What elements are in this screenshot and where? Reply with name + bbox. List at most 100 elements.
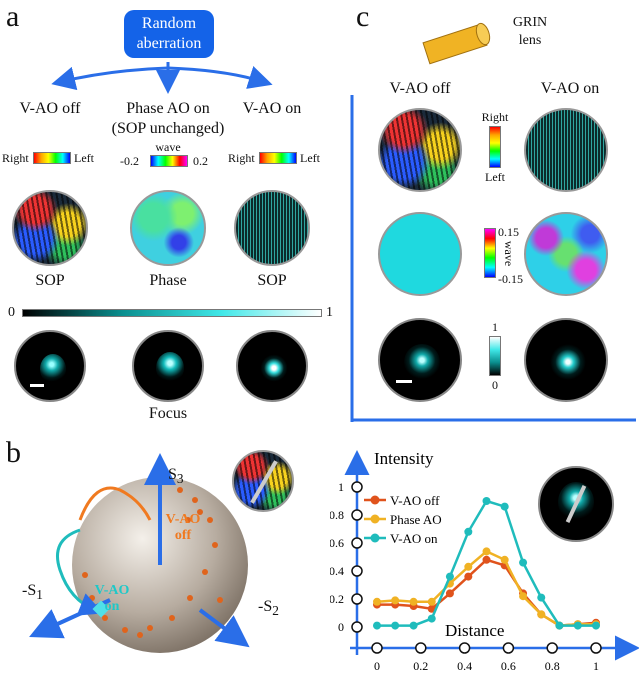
x-tick-label: 0.6: [501, 659, 516, 673]
intensity-colorbar: [22, 309, 322, 317]
data-point: [445, 589, 454, 598]
c-phase-colorbar-max: 0.15: [498, 225, 519, 239]
s1-sub: 1: [36, 587, 43, 603]
x-tick-mark: [458, 642, 471, 654]
data-point: [464, 562, 473, 571]
grin-lens-line-1: GRIN: [512, 15, 548, 30]
intensity-colorbar-max: 1: [326, 305, 333, 320]
sop-colorbar-2: [259, 152, 297, 164]
c-intensity-colorbar-max: 1: [492, 320, 498, 334]
map-label-sop-1: SOP: [35, 272, 65, 289]
data-point: [373, 621, 381, 630]
data-point: [519, 592, 528, 601]
sop-colorbar-right-label: Left: [74, 151, 94, 165]
scale-bar: [30, 384, 44, 387]
grin-lens-line-2: lens: [518, 33, 542, 48]
s3-sub: 3: [176, 471, 184, 487]
sphere-label-off: V-AO off: [166, 512, 201, 544]
aberration-line-1: Random: [141, 15, 197, 32]
c-intensity-colorbar: [489, 336, 501, 376]
data-point: [427, 604, 436, 613]
x-tick-label: 0.8: [545, 659, 560, 673]
s1-text: -S: [22, 582, 37, 599]
data-point: [482, 555, 491, 564]
inset-focus: [538, 466, 614, 542]
data-point: [464, 572, 473, 581]
sop-trajectory-on: [56, 528, 104, 616]
line-profile-marker: [250, 460, 278, 504]
data-point: [592, 621, 600, 630]
data-point: [519, 558, 528, 567]
sphere-label-on: V-AO on: [95, 583, 130, 615]
intensity-chart: Intensity Distance 0 0.2 0.4 0.6 0.8 1 0 0.2 0.4 0.…: [330, 449, 639, 673]
focus-vao-off: [14, 330, 86, 402]
y-tick-label: 0.6: [330, 536, 344, 550]
sop-colorbar: [33, 152, 71, 164]
data-point: [573, 621, 582, 630]
s3-text: S: [168, 466, 177, 483]
data-point: [391, 596, 400, 605]
map-label-sop-2: SOP: [257, 272, 287, 289]
y-tick-mark: [351, 537, 363, 549]
sphere-on-line-1: V-AO: [94, 583, 130, 598]
column-title-vao-on: V-AO on: [242, 100, 302, 117]
axis-s1-label: -S1: [22, 582, 43, 603]
sphere-off-line-1: V-AO: [165, 512, 201, 527]
sop-map-vao-on: [234, 190, 310, 266]
y-tick-label: 0.2: [330, 592, 344, 606]
sop-map-vao-off: [12, 190, 88, 266]
data-point: [445, 572, 454, 581]
sop-trajectory-off: [78, 486, 152, 521]
data-point: [464, 527, 473, 536]
map-label-phase: Phase: [149, 272, 187, 289]
phase-map: [130, 190, 206, 266]
x-tick-label: 1: [593, 659, 599, 673]
data-point: [409, 621, 418, 630]
s2-sub: 2: [272, 603, 279, 619]
inset-sop-map: [232, 450, 294, 512]
phase-colorbar-min: -0.2: [120, 154, 139, 168]
c-phase-colorbar: [484, 228, 496, 278]
data-point: [500, 502, 509, 511]
c-scale-bar: [396, 380, 412, 383]
panel-a-label: a: [6, 0, 20, 33]
sop-points-on: [92, 600, 110, 618]
panel-b-label: b: [6, 436, 21, 469]
y-tick-mark: [351, 621, 363, 633]
data-point: [373, 597, 381, 606]
c-sop-colorbar: [489, 126, 501, 168]
random-aberration-box: Random aberration: [124, 10, 214, 58]
axis-s3-label: S3: [168, 466, 184, 487]
focus-vao-on: [236, 330, 308, 402]
intensity-colorbar-min: 0: [8, 305, 15, 320]
y-axis-label: Intensity: [374, 449, 434, 468]
legend-label: V-AO on: [390, 531, 438, 546]
column-subtitle-phase-ao: (SOP unchanged): [111, 120, 225, 137]
sop-colorbar-left-label-2: Right: [228, 151, 255, 165]
legend-label: V-AO off: [390, 493, 440, 508]
x-axis-label: Distance: [445, 621, 504, 640]
legend-marker: [370, 514, 380, 524]
data-point: [482, 547, 491, 556]
c-sop-map-vao-off: [378, 108, 462, 192]
data-point: [482, 497, 491, 505]
y-tick-mark: [351, 565, 363, 577]
grin-lens-icon: [422, 22, 491, 65]
data-point: [427, 597, 436, 606]
c-sop-colorbar-top: Right: [481, 110, 509, 124]
x-tick-mark: [590, 642, 602, 654]
grin-lens-label: GRIN lens: [513, 14, 547, 50]
sphere-on-line-2: on: [104, 599, 120, 614]
data-point: [427, 614, 436, 623]
column-title-phase-ao: Phase AO on: [126, 100, 210, 117]
panel-c-label: c: [356, 0, 370, 33]
phase-colorbar-title: wave: [155, 140, 181, 154]
c-sop-colorbar-bottom: Left: [485, 170, 505, 184]
c-intensity-colorbar-min: 0: [492, 378, 498, 392]
c-column-vao-off: V-AO off: [389, 80, 451, 97]
y-tick-mark: [351, 509, 363, 521]
c-sop-map-vao-on: [524, 108, 608, 192]
phase-colorbar-max: 0.2: [193, 154, 208, 168]
c-phase-colorbar-min: -0.15: [498, 272, 523, 286]
y-tick-mark: [351, 593, 363, 605]
